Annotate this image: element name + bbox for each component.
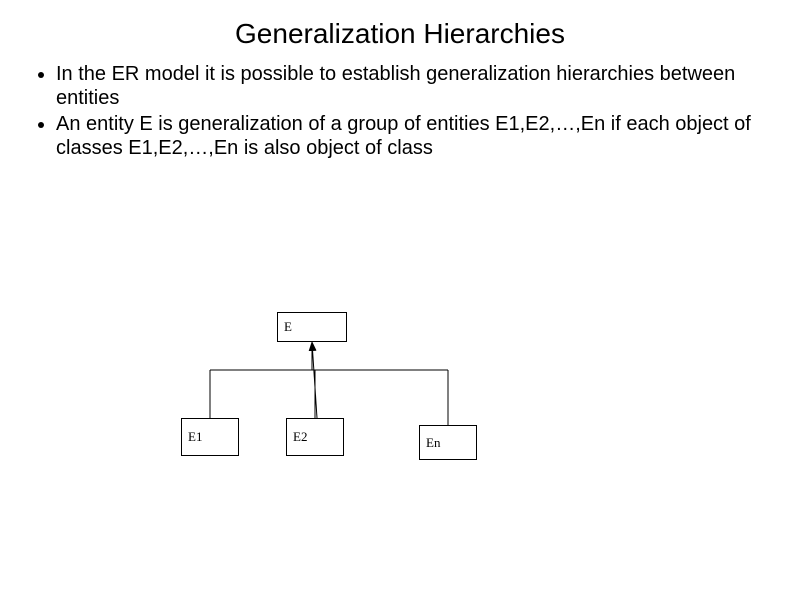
entity-box-en: En [419,425,477,460]
entity-label: E1 [188,429,202,445]
entity-label: E2 [293,429,307,445]
entity-label: E [284,319,292,335]
entity-box-e: E [277,312,347,342]
entity-label: En [426,435,440,451]
entity-box-e1: E1 [181,418,239,456]
hierarchy-lines [0,0,800,600]
slide: Generalization Hierarchies In the ER mod… [0,0,800,600]
entity-box-e2: E2 [286,418,344,456]
